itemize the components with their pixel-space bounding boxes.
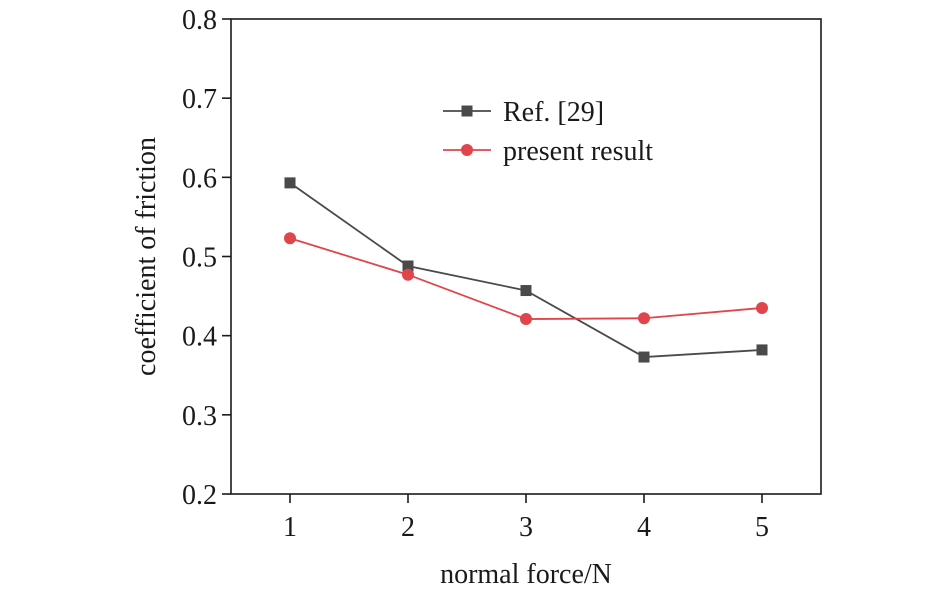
data-point-circle	[402, 268, 414, 281]
x-tick-label: 5	[755, 512, 769, 543]
data-point-square	[284, 177, 296, 189]
legend-label: Ref. [29]	[503, 97, 604, 128]
legend-entry-1: Ref. [29]	[443, 97, 604, 128]
legend-entry-2: present result	[443, 136, 653, 167]
data-point-square	[638, 351, 650, 363]
x-axis-title: normal force/N	[440, 559, 612, 590]
data-point-square	[756, 344, 768, 356]
y-tick-label: 0.6	[182, 163, 217, 194]
data-point-square	[520, 285, 532, 297]
x-tick-label: 2	[401, 512, 415, 543]
legend-marker	[461, 105, 473, 117]
series-line	[289, 182, 763, 358]
y-tick-label: 0.2	[182, 480, 217, 511]
x-tick-label: 1	[283, 512, 297, 543]
data-point-circle	[638, 312, 650, 325]
y-tick-label: 0.7	[182, 84, 217, 115]
x-tick-label: 4	[637, 512, 651, 543]
data-point-circle	[756, 301, 768, 314]
legend-marker	[461, 144, 473, 156]
data-point-square	[402, 260, 414, 272]
x-tick-label: 3	[519, 512, 533, 543]
y-axis-title: coefficient of friction	[131, 137, 162, 376]
series-2	[284, 232, 768, 326]
y-tick-label: 0.3	[182, 401, 217, 432]
series-1	[284, 177, 768, 363]
y-tick-label: 0.4	[182, 322, 217, 353]
series-line	[289, 237, 763, 320]
legend-label: present result	[503, 136, 653, 167]
data-point-circle	[284, 232, 296, 245]
plot-frame	[230, 18, 822, 495]
y-tick-label: 0.8	[182, 5, 217, 36]
y-tick-label: 0.5	[182, 243, 217, 274]
data-point-circle	[520, 313, 532, 326]
